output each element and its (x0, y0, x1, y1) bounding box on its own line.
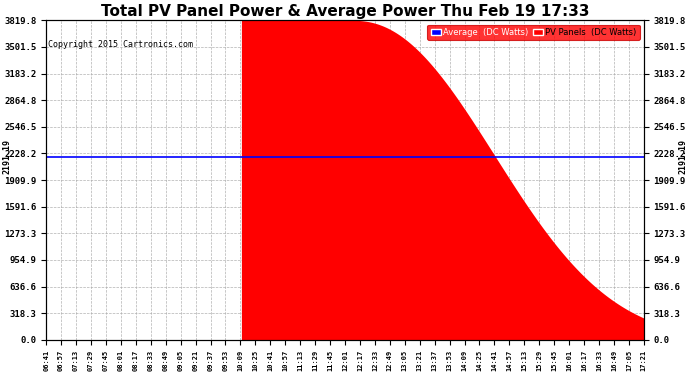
Legend: Average  (DC Watts), PV Panels  (DC Watts): Average (DC Watts), PV Panels (DC Watts) (427, 24, 640, 40)
Title: Total PV Panel Power & Average Power Thu Feb 19 17:33: Total PV Panel Power & Average Power Thu… (101, 4, 589, 19)
Text: Copyright 2015 Cartronics.com: Copyright 2015 Cartronics.com (48, 40, 193, 49)
Text: 2191.19: 2191.19 (3, 139, 12, 174)
Text: 2191.19: 2191.19 (678, 139, 687, 174)
